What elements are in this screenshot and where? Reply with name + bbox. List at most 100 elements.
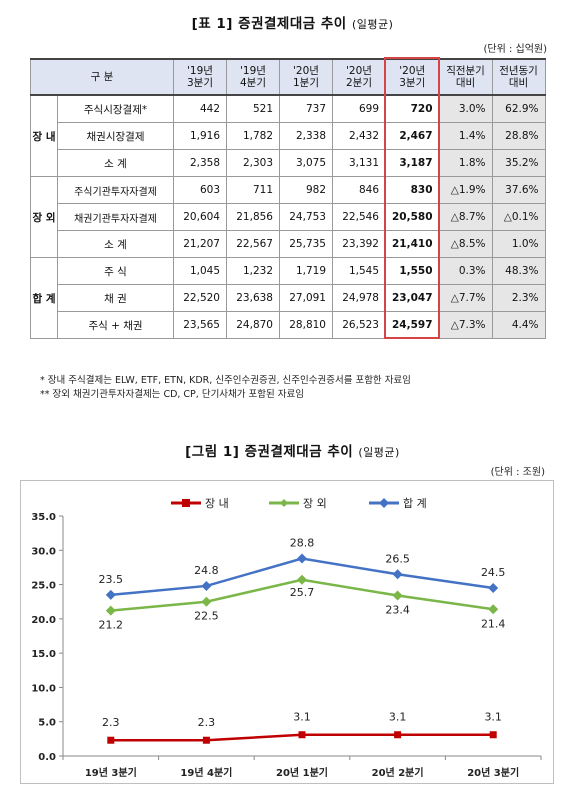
row-label: 채권기관투자자결제 xyxy=(57,203,174,231)
table-row: 소 계 2,358 2,303 3,075 3,131 3,187 1.8% 35.2% xyxy=(31,149,546,177)
table-cell: 3,187 xyxy=(385,149,440,177)
data-point xyxy=(488,604,499,615)
header-line-2: 4분기 xyxy=(239,77,266,89)
row-label: 주식 + 채권 xyxy=(57,311,174,339)
header-column: '19년 3분기 xyxy=(173,58,227,96)
y-tick-label: 25.0 xyxy=(31,581,56,592)
table-cell: 3,075 xyxy=(279,149,333,177)
header-line-1: '19년 xyxy=(187,65,213,77)
table-cell: 21,207 xyxy=(173,230,227,258)
table-cell: 37.6% xyxy=(491,176,546,204)
table-cell: 28.8% xyxy=(491,122,546,150)
table-cell: 24,753 xyxy=(279,203,333,231)
figure-title-sub: (일평균) xyxy=(358,446,400,459)
x-tick-label: 19년 4분기 xyxy=(180,766,232,779)
table-cell: 62.9% xyxy=(491,94,546,123)
data-label: 25.7 xyxy=(290,586,315,599)
y-tick-label: 20.0 xyxy=(31,615,56,626)
table-cell: △7.3% xyxy=(438,311,493,339)
table-row: 장 외 주식기관투자자결제 603 711 982 846 830 △1.9% 37.6% xyxy=(30,176,546,258)
x-tick-label: 20년 3분기 xyxy=(467,766,519,779)
table-title-main: [표 1] 증권결제대금 추이 xyxy=(191,16,347,32)
row-label: 주 식 xyxy=(57,257,174,285)
data-label: 24.5 xyxy=(481,566,506,579)
y-tick-label: 30.0 xyxy=(31,546,56,557)
header-column: '20년 3분기 xyxy=(385,58,440,96)
data-point xyxy=(297,553,307,564)
table-cell: 603 xyxy=(173,176,227,204)
header-line-1: '20년 xyxy=(293,65,319,77)
data-label: 21.2 xyxy=(99,619,124,632)
table-title: [표 1] 증권결제대금 추이 (일평균) xyxy=(0,12,585,32)
table-unit: (단위 : 십억원) xyxy=(483,44,547,55)
data-point xyxy=(392,590,403,601)
table-cell: 4.4% xyxy=(491,311,546,339)
table-row: 채 권 22,520 23,638 27,091 24,978 23,047 △7.7% 2.… xyxy=(31,284,546,312)
table-note-2: ** 장외 채권기관투자자결제는 CD, CP, 단기사채가 포함된 자료임 xyxy=(40,389,305,400)
x-tick-label: 20년 2분기 xyxy=(372,766,424,779)
table-cell: 846 xyxy=(332,176,386,204)
table-cell: 26,523 xyxy=(332,311,386,339)
table-cell: 2,467 xyxy=(385,122,440,150)
table-cell: 3.0% xyxy=(438,94,493,123)
header-line-1: 직전분기 xyxy=(446,65,485,77)
data-point xyxy=(297,574,307,585)
table-cell: 21,410 xyxy=(385,230,440,258)
x-tick-label: 19년 3분기 xyxy=(85,766,137,779)
row-label: 소 계 xyxy=(57,149,174,177)
table-cell: 22,567 xyxy=(226,230,280,258)
table-cell: 1,545 xyxy=(332,257,386,285)
row-group-label: 장 외 xyxy=(30,176,58,258)
table-cell: △0.1% xyxy=(491,203,546,231)
table-cell: 23,392 xyxy=(332,230,386,258)
header-line-2: 2분기 xyxy=(345,77,372,89)
table-cell: 1,782 xyxy=(226,122,280,150)
data-point xyxy=(488,583,499,593)
y-tick-label: 0.0 xyxy=(38,752,56,763)
table-cell: 20,604 xyxy=(173,203,227,231)
table-cell: 830 xyxy=(385,176,440,204)
table-cell: 1,045 xyxy=(173,257,227,285)
table-cell: 1,916 xyxy=(173,122,227,150)
table-cell: 2,358 xyxy=(173,149,227,177)
table-cell: 711 xyxy=(226,176,280,204)
table-cell: 27,091 xyxy=(279,284,333,312)
header-line-1: '20년 xyxy=(346,65,372,77)
header-column: '20년 2분기 xyxy=(332,58,386,96)
data-label: 23.5 xyxy=(99,573,124,586)
y-tick-label: 10.0 xyxy=(31,683,56,694)
table-cell: 20,580 xyxy=(385,203,440,231)
data-point xyxy=(202,736,210,744)
table-cell: 23,565 xyxy=(173,311,227,339)
table-cell: 720 xyxy=(385,94,440,123)
table-cell: 0.3% xyxy=(438,257,493,285)
data-label: 2.3 xyxy=(198,716,216,729)
row-label: 채권시장결제 xyxy=(57,122,174,150)
legend-label: 장 내 xyxy=(205,497,229,510)
header-column: '20년 1분기 xyxy=(279,58,333,96)
table-cell: 2,432 xyxy=(332,122,386,150)
row-label: 소 계 xyxy=(57,230,174,258)
figure-title-main: [그림 1] 증권결제대금 추이 xyxy=(185,444,354,460)
data-label: 28.8 xyxy=(290,537,315,550)
table-cell: 737 xyxy=(279,94,333,123)
table-row: 주식 + 채권 23,565 24,870 28,810 26,523 24,597 △7.… xyxy=(31,311,546,339)
row-label: 주식시장결제* xyxy=(57,94,174,123)
table-cell: 21,856 xyxy=(226,203,280,231)
y-tick-label: 15.0 xyxy=(31,649,56,660)
table-cell: 1,719 xyxy=(279,257,333,285)
header-line-2: 대비 xyxy=(455,77,476,89)
table-cell: 699 xyxy=(332,94,386,123)
table-cell: 23,638 xyxy=(226,284,280,312)
table-cell: 3,131 xyxy=(332,149,386,177)
row-group-label: 장 내 xyxy=(30,94,58,177)
table-cell: 982 xyxy=(279,176,333,204)
table-cell: 2,303 xyxy=(226,149,280,177)
data-label: 21.4 xyxy=(481,617,506,630)
table-cell: 442 xyxy=(173,94,227,123)
x-tick-label: 20년 1분기 xyxy=(276,766,328,779)
data-label: 2.3 xyxy=(102,716,120,729)
header-line-1: '20년 xyxy=(399,65,426,77)
header-line-2: 대비 xyxy=(508,77,529,89)
header-line-2: 1분기 xyxy=(292,77,319,89)
